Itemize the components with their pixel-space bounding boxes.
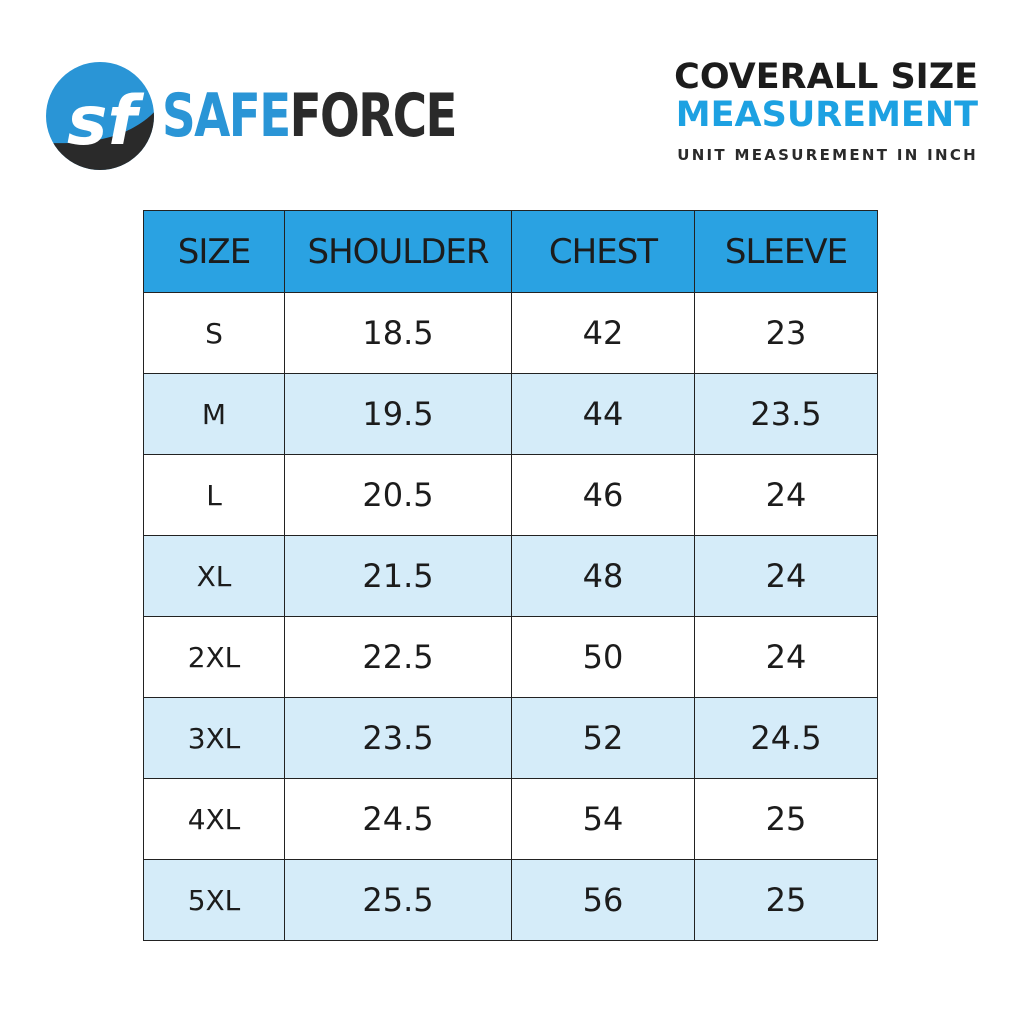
cell-size: L [143,454,285,536]
cell-sleeve: 23 [694,292,878,374]
table-row: L 20.5 46 24 [143,454,878,536]
heading-title: COVERALL SIZE [674,57,978,97]
cell-shoulder: 25.5 [284,859,512,941]
table-row: 5XL 25.5 56 25 [143,859,878,941]
cell-chest: 42 [511,292,695,374]
cell-chest: 56 [511,859,695,941]
heading-subject: MEASUREMENT [675,95,978,135]
logo-word-safe: SAFE [162,81,291,151]
table-row: 2XL 22.5 50 24 [143,616,878,698]
cell-chest: 50 [511,616,695,698]
cell-shoulder: 18.5 [284,292,512,374]
cell-chest: 48 [511,535,695,617]
cell-chest: 44 [511,373,695,455]
cell-shoulder: 20.5 [284,454,512,536]
cell-sleeve: 24 [694,616,878,698]
table-row: 4XL 24.5 54 25 [143,778,878,860]
table-row: XL 21.5 48 24 [143,535,878,617]
cell-sleeve: 24 [694,535,878,617]
header-size: SIZE [143,210,285,293]
cell-chest: 46 [511,454,695,536]
size-chart-table: SIZE SHOULDER CHEST SLEEVE S 18.5 42 23 … [143,210,878,941]
safeforce-logo: sf SAFEFORCE [44,60,464,172]
cell-size: S [143,292,285,374]
header-sleeve: SLEEVE [694,210,878,293]
cell-sleeve: 23.5 [694,373,878,455]
cell-chest: 54 [511,778,695,860]
cell-sleeve: 25 [694,859,878,941]
logo-word-force: FORCE [289,81,458,151]
cell-shoulder: 22.5 [284,616,512,698]
table-row: S 18.5 42 23 [143,292,878,374]
table-row: M 19.5 44 23.5 [143,373,878,455]
cell-shoulder: 19.5 [284,373,512,455]
cell-size: M [143,373,285,455]
cell-sleeve: 25 [694,778,878,860]
sf-logo-icon: sf [46,62,154,170]
cell-sleeve: 24.5 [694,697,878,779]
cell-size: 3XL [143,697,285,779]
table-header-row: SIZE SHOULDER CHEST SLEEVE [143,210,878,293]
header-chest: CHEST [511,210,695,293]
cell-size: 4XL [143,778,285,860]
chart-heading: COVERALL SIZE MEASUREMENT UNIT MEASUREME… [674,58,978,164]
logo-wordmark: SAFEFORCE [162,81,458,151]
cell-shoulder: 23.5 [284,697,512,779]
cell-size: 2XL [143,616,285,698]
header-shoulder: SHOULDER [284,210,512,293]
logo-monogram: sf [67,82,144,161]
table-row: 3XL 23.5 52 24.5 [143,697,878,779]
cell-sleeve: 24 [694,454,878,536]
cell-chest: 52 [511,697,695,779]
cell-shoulder: 24.5 [284,778,512,860]
cell-size: XL [143,535,285,617]
cell-shoulder: 21.5 [284,535,512,617]
unit-note: UNIT MEASUREMENT IN INCH [677,146,978,164]
cell-size: 5XL [143,859,285,941]
